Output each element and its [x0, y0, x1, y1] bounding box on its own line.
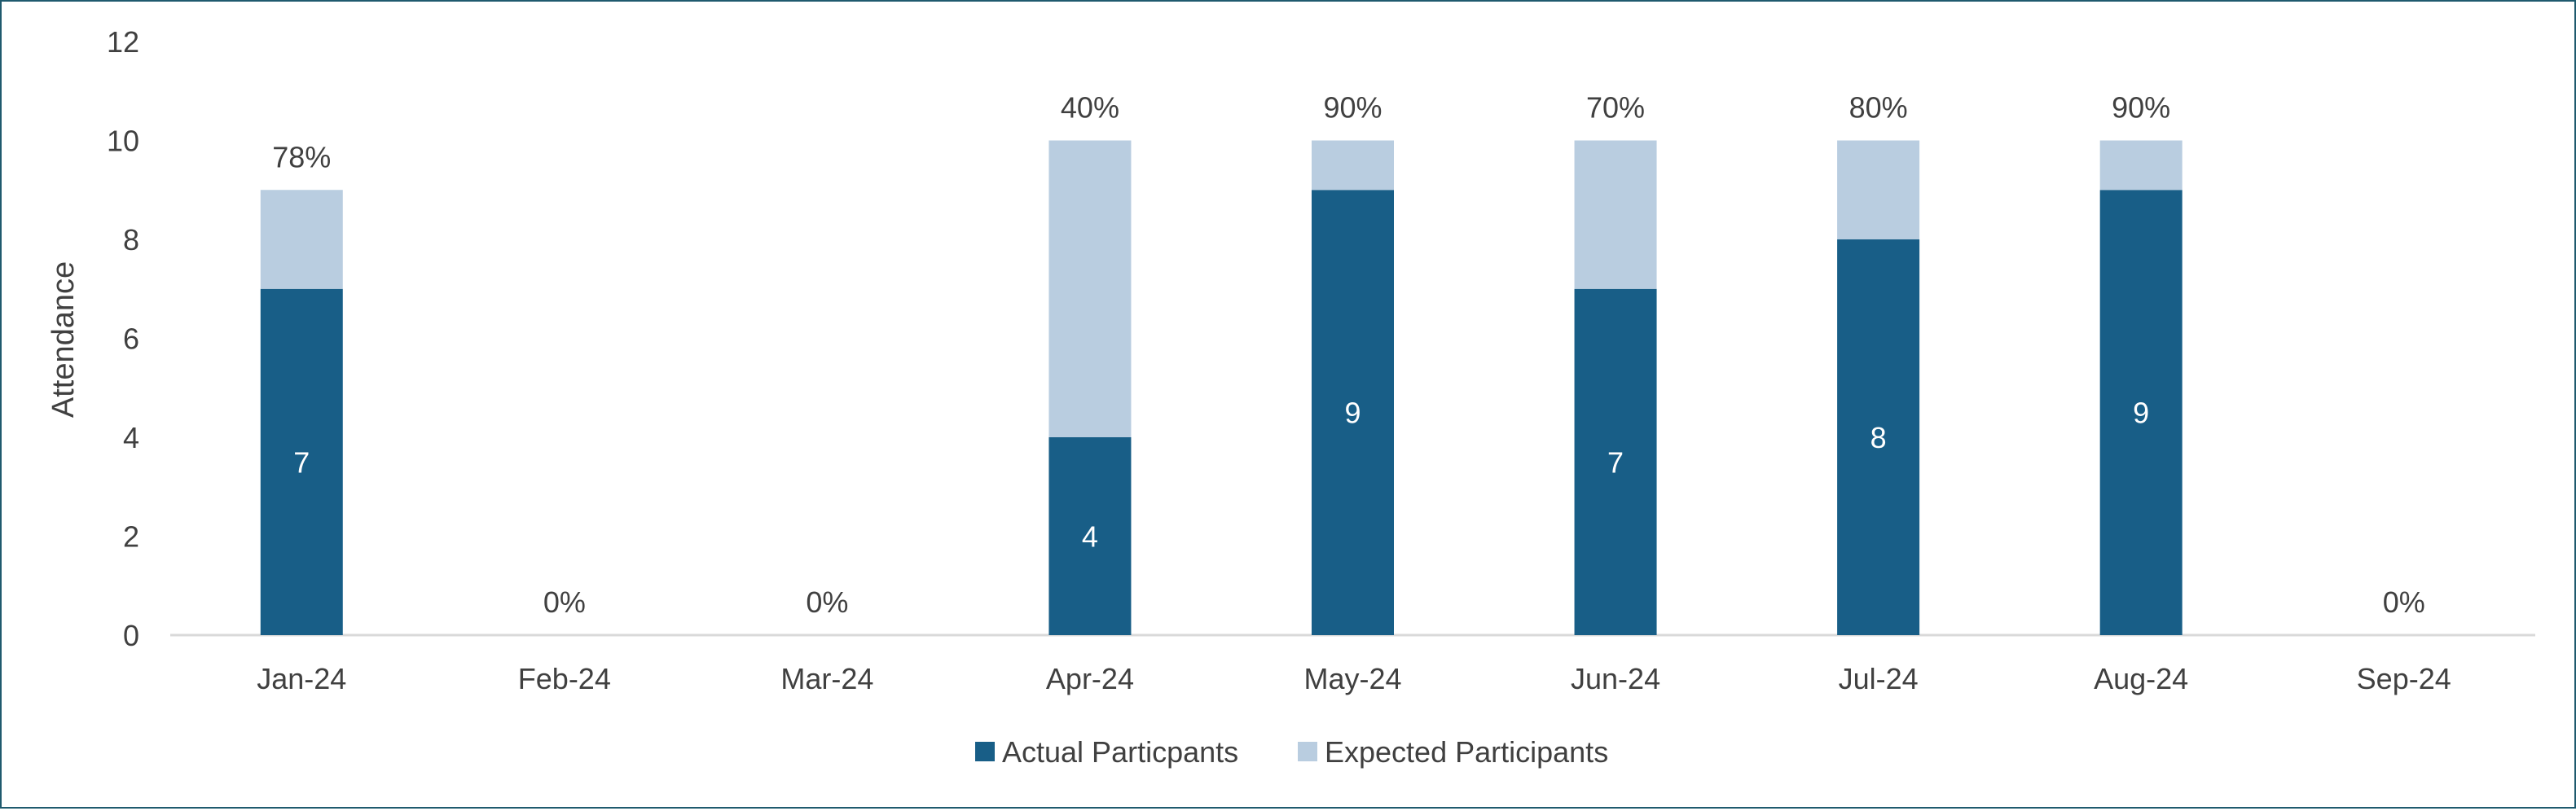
bar-expected [1574, 140, 1657, 289]
bars-group: 7 78% 0% 0% 4 40% 9 90% 7 70% 8 80% 9 90% 0% [260, 91, 2425, 635]
bar-actual [260, 288, 343, 635]
legend-swatch-actual [975, 742, 995, 761]
bar-value-label: 7 [1607, 445, 1624, 479]
bar-expected [2099, 140, 2183, 191]
legend: Actual Particpants Expected Participants [975, 735, 1608, 769]
x-tick-label: Jan-24 [257, 662, 346, 695]
x-tick-label: Aug-24 [2094, 662, 2188, 695]
bar-expected [1048, 140, 1132, 437]
x-tick-label: Jul-24 [1839, 662, 1919, 695]
y-tick-label: 6 [123, 322, 139, 356]
x-tick-label: May-24 [1303, 662, 1401, 695]
percent-label: 90% [1323, 91, 1382, 125]
y-axis-label: Attendance [46, 261, 81, 418]
y-tick-label: 0 [123, 619, 139, 652]
percent-label: 0% [806, 585, 848, 619]
bar-value-label: 9 [2133, 397, 2149, 430]
bar-value-label: 7 [293, 445, 310, 479]
y-tick-label: 10 [107, 125, 139, 158]
bar-actual [2099, 190, 2183, 635]
bar-expected [1837, 140, 1920, 239]
legend-swatch-expected [1298, 742, 1317, 761]
y-tick-label: 4 [123, 421, 139, 454]
bar-value-label: 9 [1344, 397, 1361, 430]
y-tick-label: 2 [123, 520, 139, 554]
percent-label: 78% [272, 140, 331, 173]
bar-value-label: 8 [1870, 421, 1887, 454]
bar-value-label: 4 [1082, 520, 1098, 554]
x-tick-label: Apr-24 [1046, 662, 1134, 695]
bar-actual [1048, 437, 1132, 635]
legend-label-actual: Actual Particpants [1002, 735, 1238, 769]
percent-label: 0% [543, 585, 586, 619]
x-tick-label: Jun-24 [1571, 662, 1660, 695]
y-tick-label: 12 [107, 25, 139, 59]
y-axis-ticks: 0 2 4 6 8 10 12 [107, 25, 139, 652]
percent-label: 90% [2112, 91, 2170, 125]
percent-label: 0% [2383, 585, 2425, 619]
bar-expected [260, 190, 343, 289]
bar-actual [1837, 239, 1920, 635]
percent-label: 40% [1061, 91, 1119, 125]
percent-label: 70% [1586, 91, 1645, 125]
bar-actual [1312, 190, 1394, 635]
bar-actual [1574, 288, 1657, 635]
bar-expected [1312, 140, 1394, 191]
y-tick-label: 8 [123, 223, 139, 256]
x-tick-label: Mar-24 [780, 662, 873, 695]
x-tick-label: Sep-24 [2357, 662, 2451, 695]
legend-label-expected: Expected Participants [1325, 735, 1608, 769]
percent-label: 80% [1849, 91, 1908, 125]
x-tick-label: Feb-24 [518, 662, 611, 695]
x-axis-ticks: Jan-24 Feb-24 Mar-24 Apr-24 May-24 Jun-24 Jul-… [257, 662, 2451, 695]
